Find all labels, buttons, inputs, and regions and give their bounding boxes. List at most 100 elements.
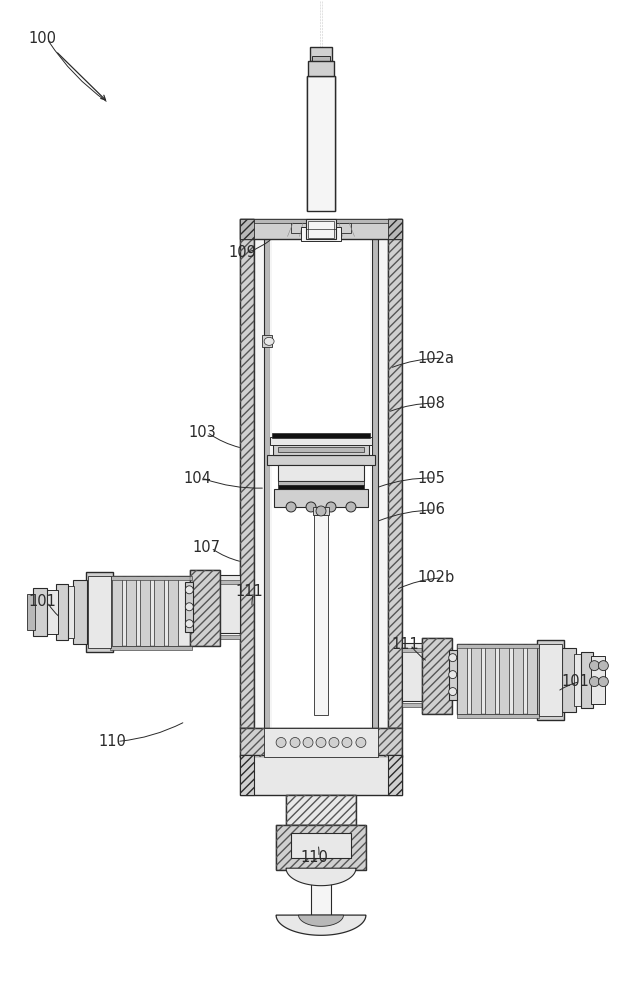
Bar [26, 594, 35, 630]
Bar [372, 237, 378, 728]
Bar [310, 47, 332, 61]
Bar [190, 570, 220, 646]
Bar [218, 635, 240, 639]
Bar [264, 728, 378, 757]
Circle shape [290, 737, 300, 747]
Text: 104: 104 [184, 471, 211, 486]
Bar [240, 728, 402, 757]
Text: 101: 101 [29, 594, 56, 609]
Bar [370, 237, 372, 728]
Bar [242, 219, 400, 223]
Bar [471, 644, 481, 714]
Bar [218, 575, 240, 633]
Circle shape [186, 603, 193, 611]
Text: 103: 103 [188, 425, 216, 440]
Text: 111: 111 [392, 637, 420, 652]
Bar [308, 221, 334, 238]
Text: 106: 106 [418, 502, 446, 517]
Polygon shape [286, 868, 356, 886]
Circle shape [186, 586, 193, 594]
Bar [276, 825, 366, 870]
Bar [112, 576, 123, 646]
Bar [141, 576, 150, 646]
Circle shape [276, 737, 286, 747]
Bar [388, 219, 402, 728]
Bar [240, 755, 254, 795]
Bar [456, 644, 467, 714]
Bar [240, 755, 402, 795]
Circle shape [589, 661, 600, 671]
Bar [168, 576, 178, 646]
Bar [286, 795, 356, 825]
Text: 105: 105 [418, 471, 446, 486]
Bar [186, 582, 193, 632]
Bar [56, 584, 67, 640]
Bar [110, 576, 193, 646]
Bar [278, 465, 364, 481]
Bar [456, 644, 539, 648]
Bar [388, 219, 402, 728]
Text: 107: 107 [193, 540, 220, 555]
Circle shape [346, 502, 356, 512]
Bar [526, 644, 537, 714]
Bar [278, 447, 364, 452]
Bar [537, 640, 564, 720]
Text: 102b: 102b [418, 570, 455, 585]
Circle shape [316, 737, 326, 747]
Bar [291, 833, 351, 858]
Bar [190, 570, 220, 646]
Bar [575, 654, 582, 706]
Circle shape [306, 502, 316, 512]
Bar [110, 646, 193, 650]
Bar [240, 219, 254, 239]
Bar [46, 590, 58, 634]
Circle shape [449, 654, 456, 662]
Circle shape [598, 661, 609, 671]
Polygon shape [276, 915, 366, 935]
Circle shape [316, 506, 326, 516]
Text: 110: 110 [98, 734, 126, 749]
Bar [110, 576, 193, 580]
Circle shape [598, 677, 609, 687]
Bar [276, 825, 366, 870]
Bar [311, 868, 331, 918]
Text: 102a: 102a [418, 351, 455, 366]
Bar [273, 443, 369, 455]
Circle shape [286, 502, 296, 512]
Bar [301, 227, 341, 241]
Circle shape [342, 737, 352, 747]
Bar [449, 650, 456, 700]
Text: 109: 109 [228, 245, 256, 260]
Bar [313, 507, 329, 515]
Bar [264, 237, 270, 728]
Bar [485, 644, 494, 714]
Bar [314, 515, 328, 715]
Bar [274, 489, 368, 507]
Bar [422, 638, 452, 714]
Bar [240, 728, 402, 757]
Circle shape [356, 737, 366, 747]
Bar [65, 586, 74, 638]
Ellipse shape [264, 337, 274, 345]
Bar [591, 656, 605, 704]
Bar [240, 219, 402, 239]
Bar [33, 588, 47, 636]
Bar [422, 638, 452, 714]
Text: 101: 101 [562, 674, 589, 689]
Text: 100: 100 [29, 31, 56, 46]
Bar [286, 795, 356, 825]
Bar [291, 223, 351, 233]
Bar [308, 61, 334, 76]
Circle shape [449, 671, 456, 679]
Bar [240, 219, 254, 728]
Bar [218, 580, 240, 584]
Circle shape [326, 502, 336, 512]
Bar [388, 755, 402, 795]
Bar [512, 644, 523, 714]
Text: 111: 111 [235, 584, 263, 599]
Bar [267, 455, 375, 465]
Bar [85, 572, 114, 652]
Bar [272, 433, 370, 438]
Bar [270, 437, 372, 445]
Text: 110: 110 [300, 850, 328, 865]
